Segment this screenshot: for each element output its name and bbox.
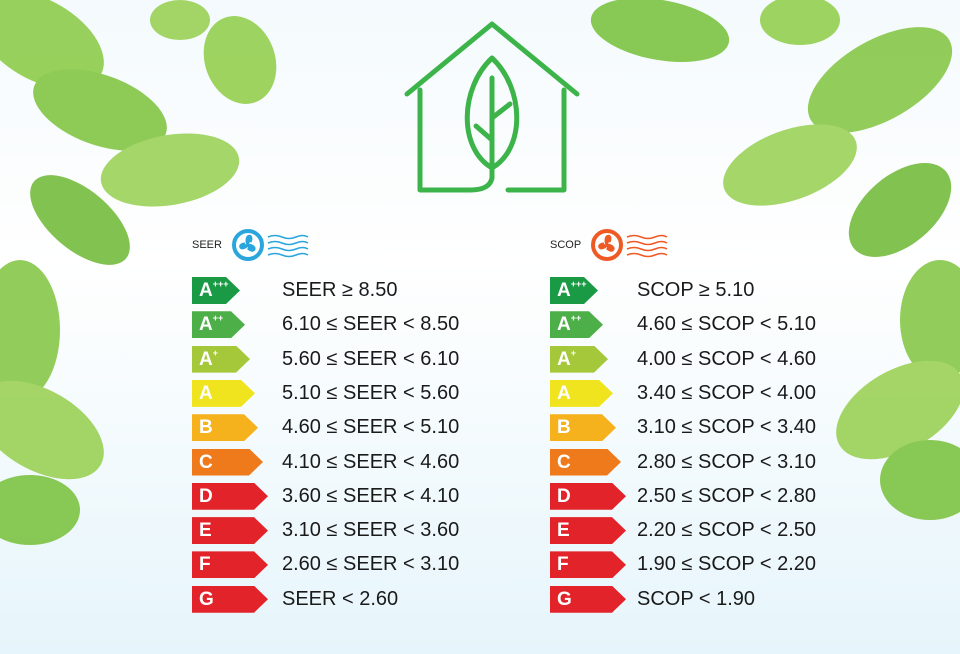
rating-range: SCOP < 1.90 (637, 587, 756, 610)
rating-range: 4.60 ≤ SEER < 5.10 (282, 416, 460, 439)
seer-column: SEER A+++ SEER ≥ 8.50 A++ 6.10 ≤ SEER < 8.5… (192, 228, 459, 262)
energy-class-badge: A+ (192, 346, 250, 373)
grade-letter: D (199, 485, 213, 507)
grade-plus: + (570, 347, 576, 358)
energy-class-badge: D (192, 483, 268, 510)
grade-letter: C (199, 451, 213, 473)
scop-column: SCOP A+++ SCOP ≥ 5.10 A++ 4.60 ≤ SCOP < 5.1… (550, 228, 816, 262)
rating-range: 2.20 ≤ SCOP < 2.50 (637, 519, 817, 542)
rating-range: 3.60 ≤ SEER < 4.10 (282, 484, 460, 507)
grade-letter: F (199, 554, 211, 576)
energy-class-badge: A+ (550, 346, 608, 373)
grade-plus: ++ (212, 313, 224, 324)
energy-class-badge: F (192, 551, 268, 578)
grade-letter: A (199, 280, 213, 301)
energy-class-badge: C (550, 449, 621, 476)
grade-letter: A (557, 280, 571, 301)
grade-letter: A (557, 382, 571, 404)
scop-header: SCOP (550, 228, 671, 262)
grade-letter: B (199, 417, 213, 439)
rating-range: 6.10 ≤ SEER < 8.50 (282, 313, 460, 336)
seer-title: SEER (192, 239, 222, 251)
grade-letter: G (199, 588, 214, 610)
seer-header: SEER (192, 228, 312, 262)
grade-plus: ++ (570, 313, 582, 324)
energy-class-badge: D (550, 483, 626, 510)
rating-range: 2.80 ≤ SCOP < 3.10 (637, 450, 817, 473)
energy-class-badge: C (192, 449, 263, 476)
grade-letter: G (557, 588, 572, 610)
rating-range: 5.10 ≤ SEER < 5.60 (282, 381, 460, 404)
rating-range: SEER ≥ 8.50 (282, 279, 398, 301)
grade-letter: A (557, 348, 571, 370)
grade-letter: C (557, 451, 571, 473)
energy-class-badge: B (550, 414, 616, 441)
rating-range: 3.40 ≤ SCOP < 4.00 (637, 381, 817, 404)
energy-class-badge: E (550, 517, 626, 544)
scop-title: SCOP (550, 239, 582, 251)
rating-range: SEER < 2.60 (282, 587, 399, 610)
grade-letter: D (557, 485, 571, 507)
energy-class-badge: G (192, 586, 268, 613)
grade-letter: B (557, 417, 571, 439)
grade-plus: +++ (570, 279, 587, 289)
house-leaf-logo (404, 21, 580, 193)
grade-letter: F (557, 554, 569, 576)
energy-class-badge: A (550, 380, 613, 407)
rating-range: 2.60 ≤ SEER < 3.10 (282, 553, 460, 576)
rating-range: SCOP ≥ 5.10 (637, 279, 755, 301)
rating-range: 4.60 ≤ SCOP < 5.10 (637, 313, 817, 336)
rating-range: 3.10 ≤ SEER < 3.60 (282, 519, 460, 542)
orange-fan-warm-air-icon (591, 229, 668, 261)
grade-letter: A (199, 314, 213, 336)
rating-range: 5.60 ≤ SEER < 6.10 (282, 347, 460, 370)
grade-letter: E (557, 520, 570, 542)
grade-letter: A (199, 348, 213, 370)
grade-plus: + (212, 347, 218, 358)
energy-class-badge: A (192, 380, 255, 407)
energy-class-badge: F (550, 551, 626, 578)
grade-plus: +++ (212, 279, 229, 289)
energy-class-badge: E (192, 517, 268, 544)
energy-class-badge: G (550, 586, 626, 613)
grade-letter: A (557, 314, 571, 336)
rating-range: 1.90 ≤ SCOP < 2.20 (637, 553, 817, 576)
blue-fan-cool-air-icon (231, 229, 309, 261)
rating-range: 4.00 ≤ SCOP < 4.60 (637, 347, 817, 370)
rating-range: 4.10 ≤ SEER < 4.60 (282, 450, 460, 473)
rating-range: 2.50 ≤ SCOP < 2.80 (637, 484, 817, 507)
grade-letter: A (199, 382, 213, 404)
rating-range: 3.10 ≤ SCOP < 3.40 (637, 416, 817, 439)
grade-letter: E (199, 520, 212, 542)
energy-class-badge: B (192, 414, 258, 441)
